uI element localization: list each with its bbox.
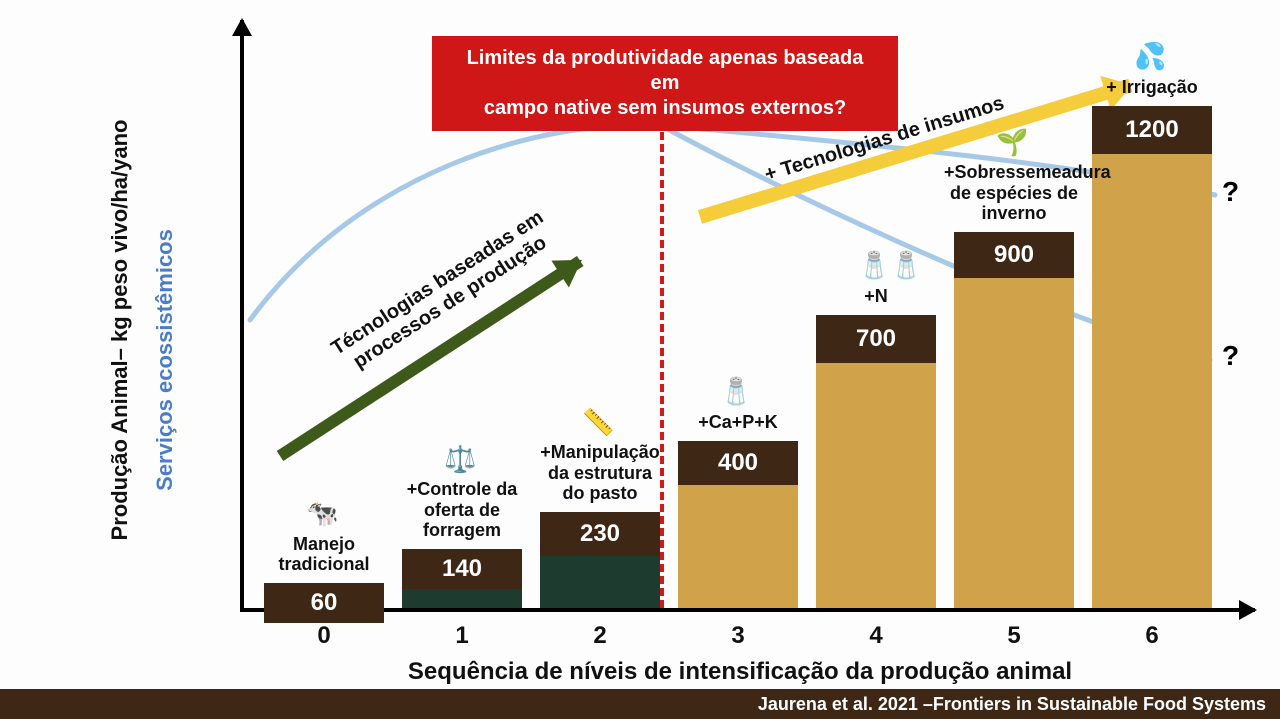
- ruler-icon: 📏: [582, 407, 614, 438]
- y-axis: [240, 20, 244, 610]
- bar-label-4: +N: [806, 286, 946, 307]
- sack1-icon: 🧂: [720, 376, 752, 407]
- x-tick-0: 0: [264, 622, 384, 650]
- bar-label-5: +Sobressemeadurade espécies deinverno: [944, 162, 1084, 224]
- bar-label-0: Manejotradicional: [254, 534, 394, 575]
- y-label-ecosystem: Serviços ecossistêmicos: [152, 229, 178, 491]
- phase-divider: [660, 108, 664, 608]
- bar-0: 60: [264, 583, 384, 608]
- cow-icon: 🐄: [306, 498, 338, 529]
- bar-label-1: +Controle daoferta deforragem: [392, 479, 532, 541]
- seed-icon: 🌱: [996, 127, 1028, 158]
- x-label: Sequência de níveis de intensificação da…: [240, 658, 1240, 686]
- question-mark-0: ?: [1222, 176, 1239, 208]
- bar-label-2: +Manipulaçãoda estruturado pasto: [530, 442, 670, 504]
- bar-4: 700: [816, 315, 936, 608]
- sprinkler-icon: 💦: [1134, 41, 1166, 72]
- x-tick-6: 6: [1092, 622, 1212, 650]
- bar-1: 140: [402, 549, 522, 608]
- bar-5: 900: [954, 232, 1074, 608]
- citation-footer: Jaurena et al. 2021 –Frontiers in Sustai…: [0, 689, 1280, 719]
- chart-stage: { "canvas": {"width":1280,"height":719,"…: [0, 0, 1280, 719]
- x-tick-3: 3: [678, 622, 798, 650]
- bar-3: 400: [678, 441, 798, 608]
- limit-callout: Limites da produtividade apenas baseada …: [432, 36, 898, 131]
- bar-label-3: +Ca+P+K: [668, 412, 808, 433]
- scale-icon: ⚖️: [444, 444, 476, 475]
- x-tick-2: 2: [540, 622, 660, 650]
- bar-label-6: + Irrigação: [1082, 77, 1222, 98]
- x-tick-1: 1: [402, 622, 522, 650]
- x-axis: [240, 608, 1255, 612]
- bar-2: 230: [540, 512, 660, 608]
- x-tick-4: 4: [816, 622, 936, 650]
- sack2-icon: 🧂🧂: [858, 250, 923, 281]
- x-tick-5: 5: [954, 622, 1074, 650]
- y-label-production: Produção Animal– kg peso vivo/ha/yano: [107, 120, 133, 541]
- question-mark-1: ?: [1222, 340, 1239, 372]
